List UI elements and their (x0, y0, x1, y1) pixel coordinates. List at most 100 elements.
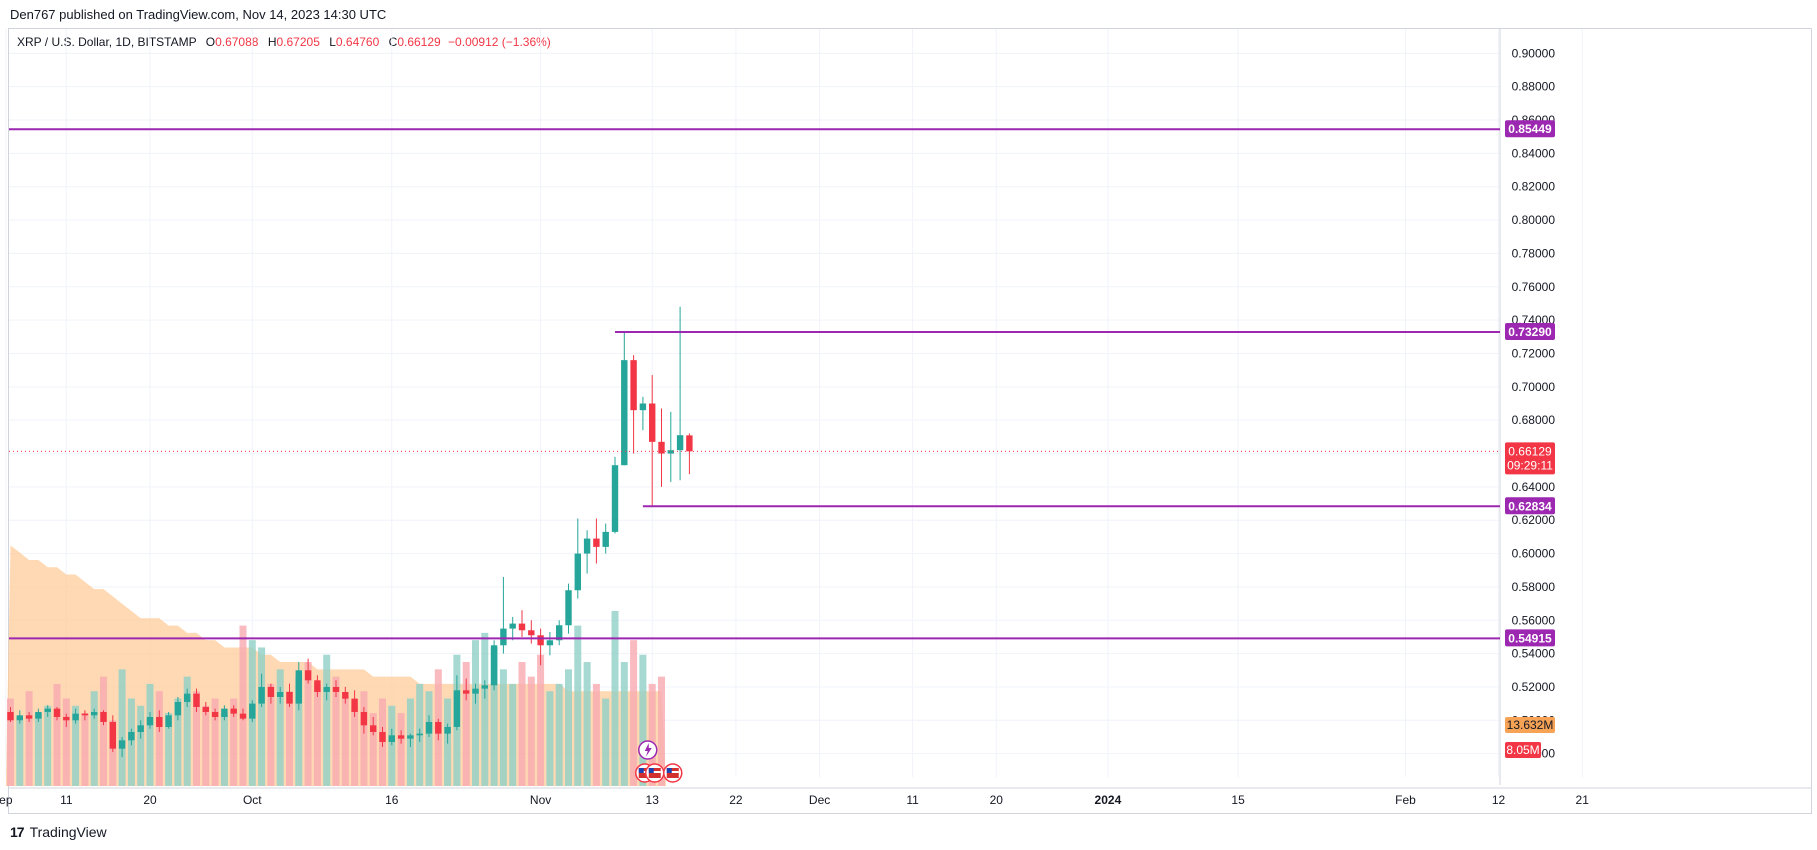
candle-body (53, 708, 61, 717)
candle-body (304, 670, 312, 681)
volume-bar (7, 698, 14, 786)
candle-body (230, 708, 237, 714)
candle-body (314, 680, 321, 692)
volume-bar (630, 640, 638, 786)
volume-bar (639, 654, 647, 786)
tradingview-brand[interactable]: TradingView (29, 824, 107, 840)
candle-body (556, 625, 563, 641)
volume-bar (183, 676, 191, 786)
candle-body (453, 690, 461, 727)
volume-bar (295, 676, 303, 786)
volume-badge-label: 8.05M (1506, 743, 1539, 757)
y-tick-label: 0.82000 (1512, 180, 1556, 194)
candle-body (360, 711, 368, 726)
candle-body (546, 640, 554, 646)
volume-bar (658, 676, 665, 786)
grid-lines (5, 29, 1812, 789)
volume-bar (230, 698, 238, 786)
candle-body (351, 698, 358, 712)
level-badge-label: 0.54915 (1508, 631, 1552, 645)
candle-body (481, 685, 488, 689)
volume-bar (611, 611, 619, 786)
volume-bar (44, 705, 52, 786)
volume-bar (267, 683, 275, 786)
x-tick-label: Nov (530, 793, 551, 807)
candle-body (593, 538, 600, 547)
flag-stripe (648, 771, 661, 773)
level-badge (1505, 629, 1555, 647)
volume-bar (592, 683, 600, 786)
volume-bar (202, 705, 210, 786)
volume-bar (286, 691, 293, 786)
volume-bar (72, 705, 80, 786)
y-tick-label: 0.52000 (1512, 680, 1556, 694)
tradingview-logo[interactable]: 17 (10, 824, 25, 840)
time-axis: ep 11 20 Oct 16 Nov 13 22 Dec 11 20 2024 15 Feb 12 21 (0, 793, 1589, 807)
y-tick-label: 0.60000 (1512, 547, 1556, 561)
candle-body (658, 441, 665, 454)
candle-body (388, 735, 395, 742)
candles (7, 306, 693, 757)
ohlc-legend: XRP / U.S. Dollar, 1D, BITSTAMP O0.67088… (17, 35, 551, 49)
x-tick-label: 12 (1492, 793, 1506, 807)
volume-bar (499, 669, 507, 786)
volume-bar (518, 662, 526, 786)
candle-body (537, 635, 544, 646)
volume-bar (397, 713, 405, 786)
flag-canton (638, 768, 644, 773)
volume-bar (258, 647, 266, 786)
candle-body (72, 713, 79, 721)
volume-bar (546, 691, 554, 786)
volume-bar (537, 654, 545, 786)
volume-bar (34, 713, 42, 786)
volume-bar (304, 662, 312, 786)
candle-body (128, 731, 135, 741)
candle-body (137, 725, 144, 732)
candle-body (528, 630, 535, 636)
axis-badges: 0.85449 0.73290 0.62834 0.54915 0.6612909:29… (1505, 120, 1555, 758)
candle-body (676, 435, 684, 451)
candle-body (221, 708, 228, 717)
candle-body (165, 715, 172, 727)
candle-body (277, 691, 284, 697)
volume-bar (565, 669, 572, 786)
candle-body (444, 726, 451, 734)
flag-canton (648, 768, 654, 773)
candle-body (267, 686, 275, 697)
y-tick-label: 0.68000 (1512, 413, 1556, 427)
volume-bar (527, 676, 535, 786)
volume-bar (602, 698, 610, 786)
symbol-name[interactable]: XRP / U.S. Dollar, 1D, BITSTAMP (17, 35, 197, 49)
volume-bar (165, 713, 173, 786)
volume-badge (1505, 742, 1541, 758)
volume-bar (146, 683, 154, 786)
x-tick-label: 21 (1576, 793, 1590, 807)
candle-body (35, 711, 42, 719)
candle-body (211, 711, 219, 717)
low-label: L (329, 35, 336, 49)
volume-bar (332, 676, 340, 786)
volume-bar (574, 625, 582, 786)
y-tick-label: 0.78000 (1512, 246, 1556, 260)
y-tick-label: 0.76000 (1512, 280, 1556, 294)
volume-bar (620, 662, 628, 786)
candle-body (407, 735, 414, 739)
candle-body (44, 708, 51, 712)
change-value: −0.00912 (−1.36%) (448, 35, 551, 49)
current-price-label: 0.66129 (1508, 444, 1552, 458)
x-tick-label: 11 (906, 793, 919, 807)
volume-bar (118, 669, 126, 786)
event-markers (635, 740, 683, 783)
volume-bar (25, 691, 33, 786)
candle-body (25, 715, 33, 719)
x-tick-label: 16 (385, 793, 399, 807)
volume-bar (583, 662, 591, 786)
candle-body (332, 686, 340, 692)
lightning-glyph (644, 743, 652, 757)
open-label: O (205, 35, 216, 49)
volume-bar (351, 705, 359, 786)
x-tick-label: Oct (243, 793, 262, 807)
volume-bar (174, 698, 182, 786)
candle-body (16, 715, 23, 721)
